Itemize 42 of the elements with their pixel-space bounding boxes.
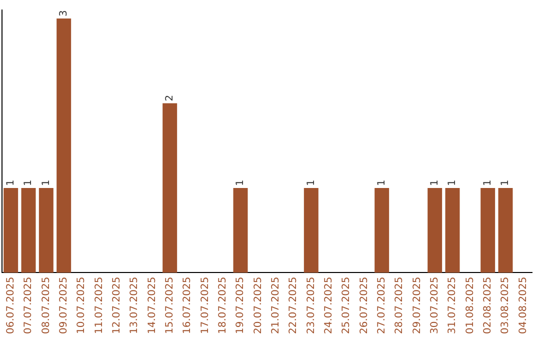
x-tick-label: 07.07.2025	[23, 276, 34, 334]
x-tick-label: 03.08.2025	[500, 276, 512, 334]
x-tick-label: 04.08.2025	[518, 276, 529, 334]
x-tick-label: 14.07.2025	[146, 276, 158, 334]
x-tick-label: 09.07.2025	[58, 276, 70, 334]
data-label: 1	[500, 180, 512, 186]
data-label: 1	[23, 180, 34, 186]
x-tick-label: 19.07.2025	[235, 276, 246, 334]
x-tick-label: 22.07.2025	[288, 276, 300, 334]
x-tick-label: 28.07.2025	[394, 276, 406, 334]
x-tick-label: 08.07.2025	[40, 276, 52, 334]
data-label: 1	[5, 180, 16, 186]
data-label: 1	[447, 180, 458, 186]
data-label: 1	[482, 180, 494, 186]
data-label: 1	[376, 180, 388, 186]
x-tick-label: 13.07.2025	[129, 276, 140, 334]
x-tick-label: 29.07.2025	[412, 276, 423, 334]
x-tick-label: 10.07.2025	[76, 276, 88, 334]
x-tick-label: 30.07.2025	[429, 276, 440, 334]
x-tick-label: 01.08.2025	[464, 276, 476, 334]
x-tick-label: 02.08.2025	[482, 276, 494, 334]
x-tick-label: 23.07.2025	[306, 276, 317, 334]
data-label: 1	[429, 180, 440, 186]
x-tick-label: 11.07.2025	[94, 276, 105, 334]
x-tick-label: 27.07.2025	[376, 276, 388, 334]
x-tick-label: 16.07.2025	[182, 276, 194, 334]
x-tick-label: 31.07.2025	[447, 276, 458, 334]
x-tick-label: 26.07.2025	[358, 276, 370, 334]
data-label: 1	[40, 180, 52, 186]
x-tick-label: 25.07.2025	[341, 276, 352, 334]
x-tick-label: 17.07.2025	[200, 276, 211, 334]
x-tick-label: 20.07.2025	[252, 276, 264, 334]
x-tick-label: 18.07.2025	[217, 276, 228, 334]
x-tick-label: 24.07.2025	[323, 276, 334, 334]
data-label: 3	[58, 10, 70, 16]
x-tick-label: 06.07.2025	[5, 276, 16, 334]
data-label: 1	[306, 180, 317, 186]
x-tick-label: 21.07.2025	[270, 276, 282, 334]
data-label: 2	[164, 94, 176, 102]
x-tick-label: 12.07.2025	[111, 276, 122, 334]
x-tick-label: 15.07.2025	[164, 276, 176, 334]
data-label: 1	[235, 180, 246, 186]
